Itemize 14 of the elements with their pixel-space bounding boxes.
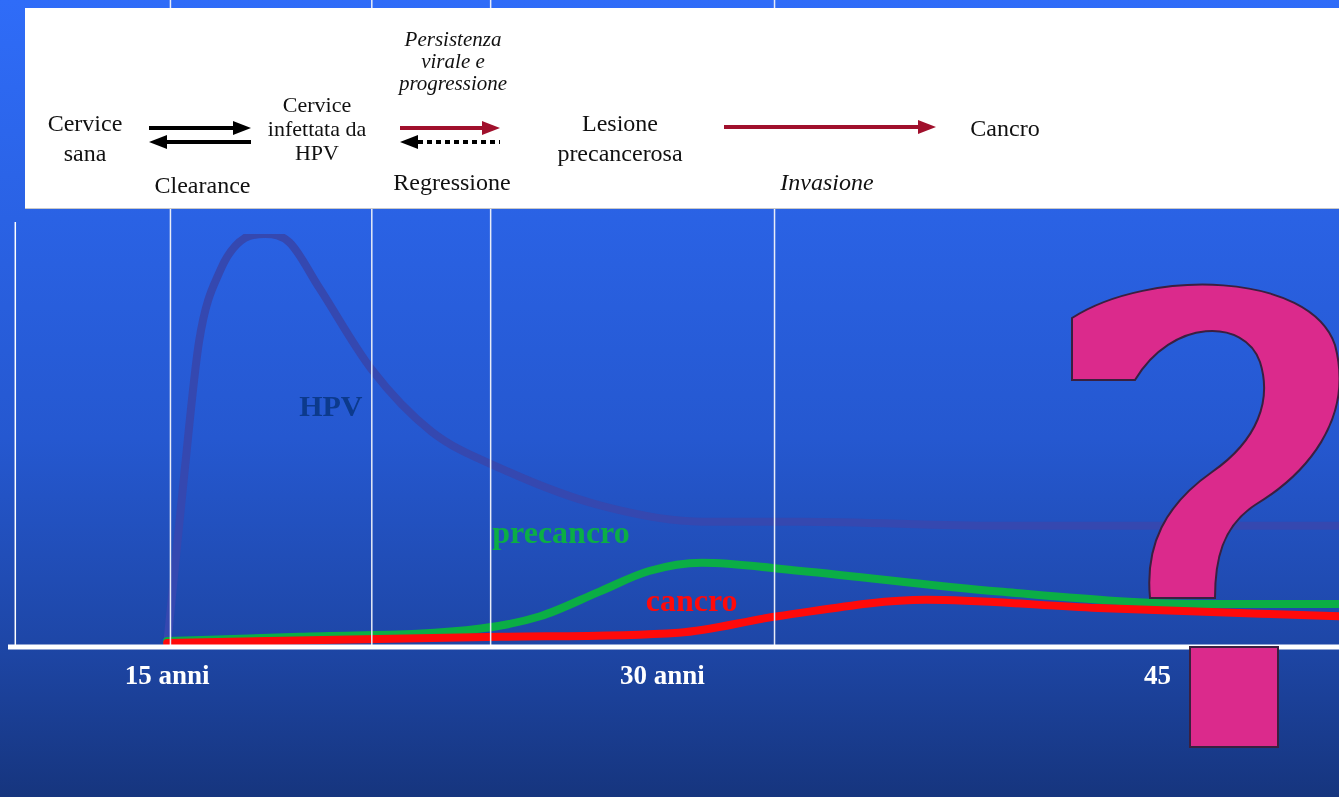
text: Cervice sana xyxy=(46,109,124,168)
text: Persistenza virale e progressione xyxy=(397,27,509,96)
x-tick-label: 45 xyxy=(1143,660,1171,691)
series-label: HPV xyxy=(299,388,363,422)
text: Cancro xyxy=(969,114,1041,143)
text: Clearance xyxy=(153,171,252,200)
text: Regressione xyxy=(392,168,512,197)
series-label: cancro xyxy=(645,581,738,618)
x-tick-label: 30 anni xyxy=(619,660,706,691)
text: Cervice infettata da HPV xyxy=(266,92,368,166)
series-label: precancro xyxy=(492,513,630,550)
text: Lesione precancerosa xyxy=(556,109,684,168)
text: Invasione xyxy=(779,168,875,197)
x-tick-label: 15 anni xyxy=(124,660,211,691)
